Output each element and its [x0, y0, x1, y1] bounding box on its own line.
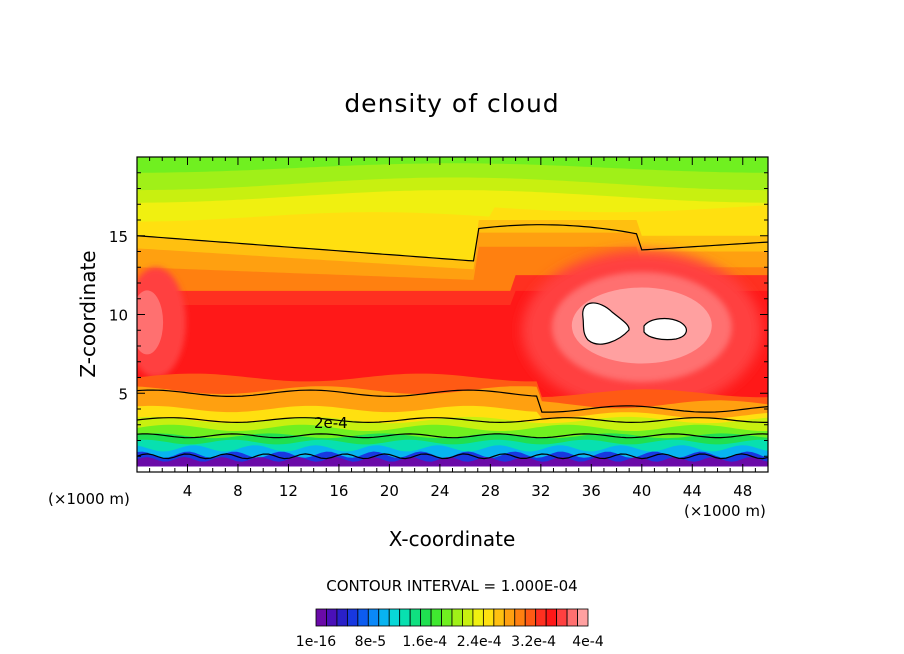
colorbar-label: 4e-4 — [572, 634, 604, 650]
colorbar-swatch — [524, 608, 537, 627]
colorbar-swatch — [420, 608, 432, 627]
contour-bands — [137, 157, 768, 472]
contour-band — [643, 317, 687, 341]
colorbar-swatch — [399, 608, 411, 627]
colorbar-swatch — [556, 608, 568, 627]
colorbar-swatch — [545, 608, 558, 627]
colorbar-labels: 1e-16 8e-5 1.6e-4 2.4e-4 3.2e-4 4e-4 — [296, 634, 604, 650]
colorbar-swatch — [346, 608, 359, 627]
x-tick-label: 44 — [683, 482, 702, 500]
colorbar-label: 2.4e-4 — [457, 634, 502, 650]
contour-band — [582, 302, 630, 345]
contour-lines — [136, 224, 769, 460]
colorbar-swatch — [409, 608, 422, 627]
colorbar-swatch — [566, 608, 578, 627]
contour-line — [136, 433, 769, 439]
colorbar-swatch — [326, 608, 338, 627]
colorbar-swatch — [482, 608, 495, 627]
contour-line-label: 2e-4 — [314, 414, 348, 432]
plot-area — [137, 157, 768, 472]
colorbar-swatch — [493, 608, 505, 627]
x-axis-unit-left: (×1000 m) — [48, 490, 130, 508]
x-tick-label: 4 — [183, 482, 193, 500]
colorbar-swatch — [472, 608, 484, 627]
x-tick-label: 28 — [481, 482, 500, 500]
colorbar-swatch — [315, 608, 327, 627]
colorbar-swatch — [367, 608, 380, 627]
contour-line — [136, 224, 769, 262]
x-axis-unit-right: (×1000 m) — [684, 502, 766, 520]
colorbar-swatch — [451, 608, 463, 627]
colorbar-swatch — [388, 608, 401, 627]
colorbar-swatch — [336, 608, 348, 627]
x-tick-label: 36 — [582, 482, 601, 500]
x-tick-label: 16 — [329, 482, 348, 500]
chart-title: density of cloud — [344, 89, 559, 118]
colorbar-swatch — [514, 608, 526, 627]
contour-line — [136, 453, 769, 460]
colorbar-swatch — [503, 608, 516, 627]
x-tick-label: 32 — [531, 482, 550, 500]
y-tick-label: 10 — [109, 307, 128, 325]
colorbar-swatch — [378, 608, 390, 627]
colorbar — [315, 608, 589, 627]
y-tick-label: 15 — [109, 228, 128, 246]
x-axis-label: X-coordinate — [389, 527, 516, 551]
y-axis-label: Z-coordinate — [76, 250, 100, 377]
contour-interval-text: CONTOUR INTERVAL = 1.000E-04 — [326, 577, 577, 595]
colorbar-label: 8e-5 — [355, 634, 386, 650]
contour-band — [137, 290, 164, 355]
contour-line — [136, 417, 768, 424]
x-axis: 4 8 12 16 20 24 28 32 36 40 44 48 — [149, 157, 756, 500]
colorbar-label: 3.2e-4 — [511, 634, 556, 650]
y-axis: 5 10 15 — [109, 172, 768, 457]
contour-line — [136, 389, 769, 413]
x-tick-label: 12 — [279, 482, 298, 500]
y-tick-label: 5 — [118, 385, 128, 403]
x-tick-label: 8 — [233, 482, 243, 500]
x-tick-label: 48 — [733, 482, 752, 500]
colorbar-swatch — [430, 608, 442, 627]
colorbar-label: 1.6e-4 — [402, 634, 447, 650]
x-tick-label: 40 — [632, 482, 651, 500]
colorbar-swatch — [535, 608, 547, 627]
contour-band — [571, 287, 712, 364]
colorbar-swatch — [441, 608, 453, 627]
x-tick-label: 20 — [380, 482, 399, 500]
colorbar-swatch — [577, 608, 589, 627]
colorbar-label: 1e-16 — [296, 634, 336, 650]
colorbar-swatch — [462, 608, 474, 627]
colorbar-swatch — [357, 608, 369, 627]
x-tick-label: 24 — [430, 482, 449, 500]
